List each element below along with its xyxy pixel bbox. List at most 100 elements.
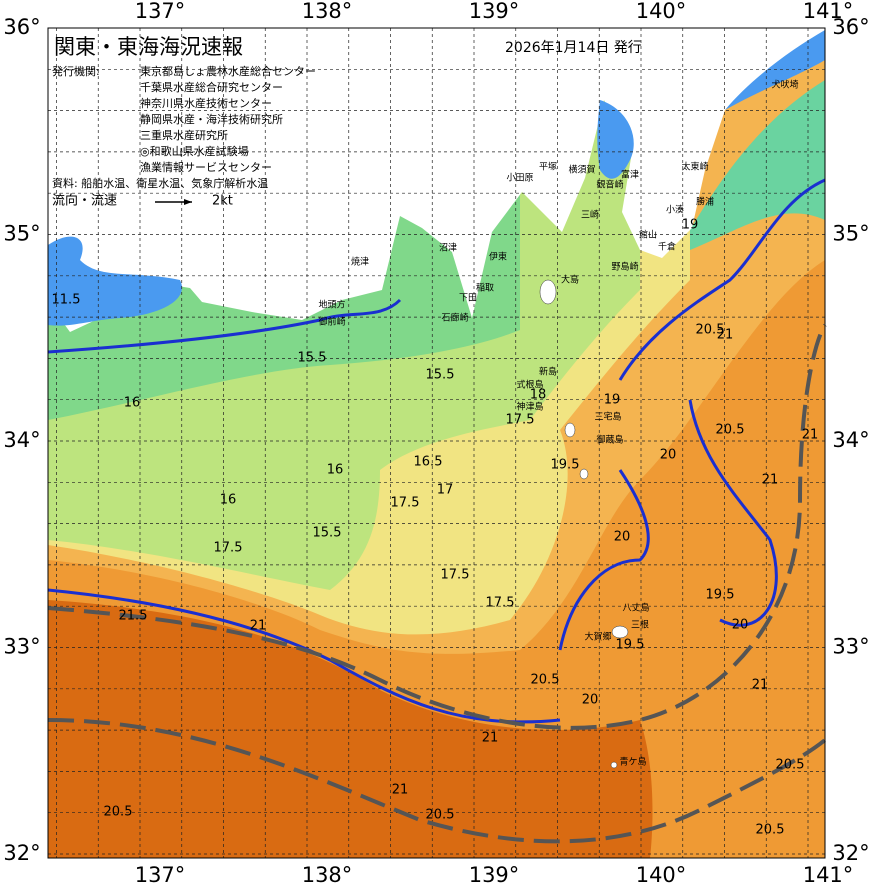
place-name: 三宅島 [594,411,621,423]
map-frame [47,27,826,859]
contour-label: 21 [717,328,734,343]
island [611,625,629,639]
contour-label: 19 [682,218,699,233]
flow-legend-label: 流向・流速 [52,193,117,209]
issuer-label: 発行機関: [52,64,100,78]
issuer: 千葉県水産総合研究センター [140,80,283,94]
contour-label: 20 [582,693,599,708]
island [579,468,589,480]
lon-label: 138° [302,863,353,887]
current-line [558,469,650,651]
lat-label: 36° [3,15,40,39]
contour-label: 21 [762,473,779,488]
title: 関東・東海海況速報 [54,35,243,59]
contour-label: 16 [327,463,344,478]
map-body [47,27,827,859]
contour-label: 20.5 [776,758,805,773]
kashima-sea [725,30,825,110]
place-name: 焼津 [351,257,369,268]
issuer-list: 東京都島しょ農林水産総合センター千葉県水産総合研究センター神奈川県水産技術センタ… [140,64,316,174]
contour-label: 20 [614,530,631,545]
lat-label: 32° [3,841,40,865]
place-name: 富津 [621,169,639,181]
contour-label: 17.5 [506,413,535,428]
lon-label: 137° [135,0,186,23]
contour-label: 20.5 [696,323,725,338]
contour-label: 11.5 [52,293,81,308]
ise-bay [48,236,182,326]
issuer: ◎和歌山県水産試験場 [140,144,249,158]
place-name: 御蔵島 [596,434,623,446]
contour-label: 20 [732,618,749,633]
contour-label: 20.5 [531,673,560,688]
lon-label: 139° [469,0,520,23]
issue-date: 2026年1月14日 発行 [505,40,642,56]
lat-label: 32° [832,841,869,865]
place-name: 新島 [539,366,557,378]
contour-label: 21 [802,428,819,443]
contour-label: 16.5 [414,455,443,470]
place-name: 観音崎 [596,179,623,191]
tokyo-bay [597,100,634,179]
contour-label: 20.5 [756,823,785,838]
lat-label: 33° [3,635,40,659]
place-name: 式根島 [516,379,543,391]
contour-label: 20 [660,448,677,463]
contour-label: 21 [250,619,267,634]
lat-label: 35° [832,222,869,246]
contour-label: 20.5 [426,808,455,823]
lon-label: 140° [636,863,687,887]
lon-label: 140° [636,0,687,23]
contour-label: 21.5 [119,609,148,624]
contour-label: 16 [220,493,237,508]
place-name: 館山 [639,229,657,241]
contour-label: 19.5 [551,458,580,473]
place-name: 八丈島 [622,602,649,614]
contour-label: 16 [124,396,141,411]
currents [47,178,826,724]
place-name: 御前崎 [318,316,345,328]
kuroshio-path [47,323,827,730]
contour-label: 15.5 [426,368,455,383]
contour-label: 15.5 [313,526,342,541]
island [539,279,557,305]
contour-label: 17.5 [486,596,515,611]
kuroshio-core [48,600,653,858]
current-line [47,588,561,724]
flow-legend-scale: 2kt [212,194,233,209]
land [48,28,825,332]
contour-label: 21 [752,678,769,693]
place-name: 地頭方 [318,299,345,311]
contour-label: 19.5 [706,588,735,603]
contour-label: 17.5 [441,568,470,583]
contour-label: 21 [392,783,409,798]
current-line [618,178,826,381]
place-name: 青ケ島 [619,756,646,768]
place-name: 勝浦 [696,196,714,208]
contour-label: 20.5 [716,423,745,438]
lat-label: 35° [3,222,40,246]
place-name: 犬吠埼 [771,79,798,91]
lon-label: 141° [803,0,854,23]
place-name: 三根 [631,619,649,631]
place-name: 三崎 [581,209,599,221]
lat-label: 34° [3,428,40,452]
lon-label: 138° [302,0,353,23]
grid [48,28,825,858]
lon-label: 139° [469,863,520,887]
lon-label: 137° [135,863,186,887]
place-name: 稲取 [476,282,494,294]
islands [539,279,629,769]
source: 資料: 船舶水温、衛星水温、気象庁解析水温 [52,176,268,190]
contour-label: 19.5 [616,638,645,653]
issuer: 神奈川県水産技術センター [140,96,272,110]
sea-boso [690,80,825,250]
current-line [688,399,778,627]
place-name: 神津島 [516,401,543,413]
lon-label: 141° [803,863,854,887]
contour-label: 15.5 [298,351,327,366]
place-name: 千倉 [658,241,676,253]
place-name: 平塚 [539,162,557,173]
contour-label: 17 [437,483,454,498]
